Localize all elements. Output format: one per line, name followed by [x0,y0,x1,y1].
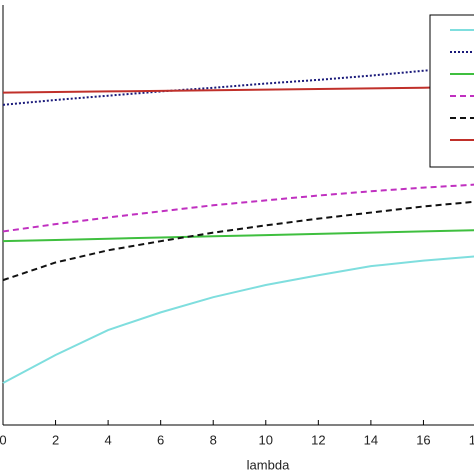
series-line [2,200,474,282]
series-line [2,183,474,233]
x-tick-label: 16 [416,432,430,447]
x-tick-label: 18 [469,432,474,447]
x-tick-label: 8 [210,432,217,447]
x-tick-label: 14 [364,432,378,447]
series-line [2,229,474,243]
x-tick-label: 2 [52,432,59,447]
series-line [2,65,474,106]
legend-box [429,14,474,168]
series-line [2,85,474,94]
x-axis-label: lambda [247,457,290,472]
x-tick-label: 6 [157,432,164,447]
series-line [2,255,474,384]
x-tick-label: 4 [104,432,111,447]
x-tick-label: 0 [0,432,7,447]
x-tick-label: 10 [259,432,273,447]
x-tick-label: 12 [311,432,325,447]
